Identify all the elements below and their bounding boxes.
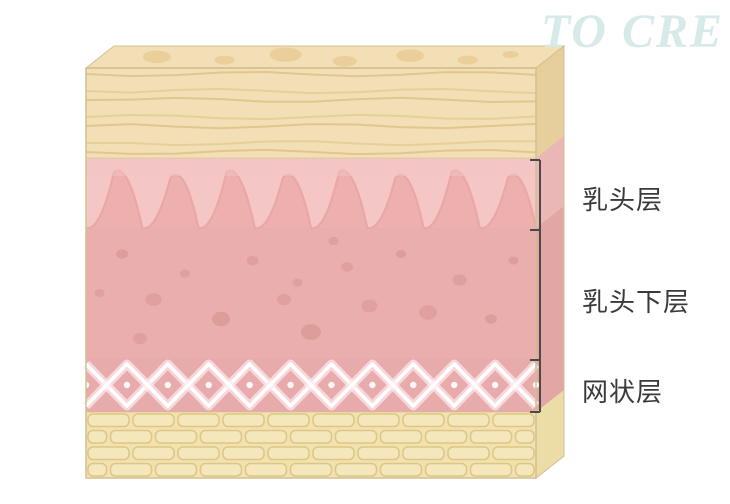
- skin-diagram: [0, 0, 730, 504]
- label-papillary: 乳头层: [582, 180, 663, 217]
- label-reticular: 网状层: [582, 372, 663, 409]
- label-subpapillary: 乳头下层: [582, 282, 690, 319]
